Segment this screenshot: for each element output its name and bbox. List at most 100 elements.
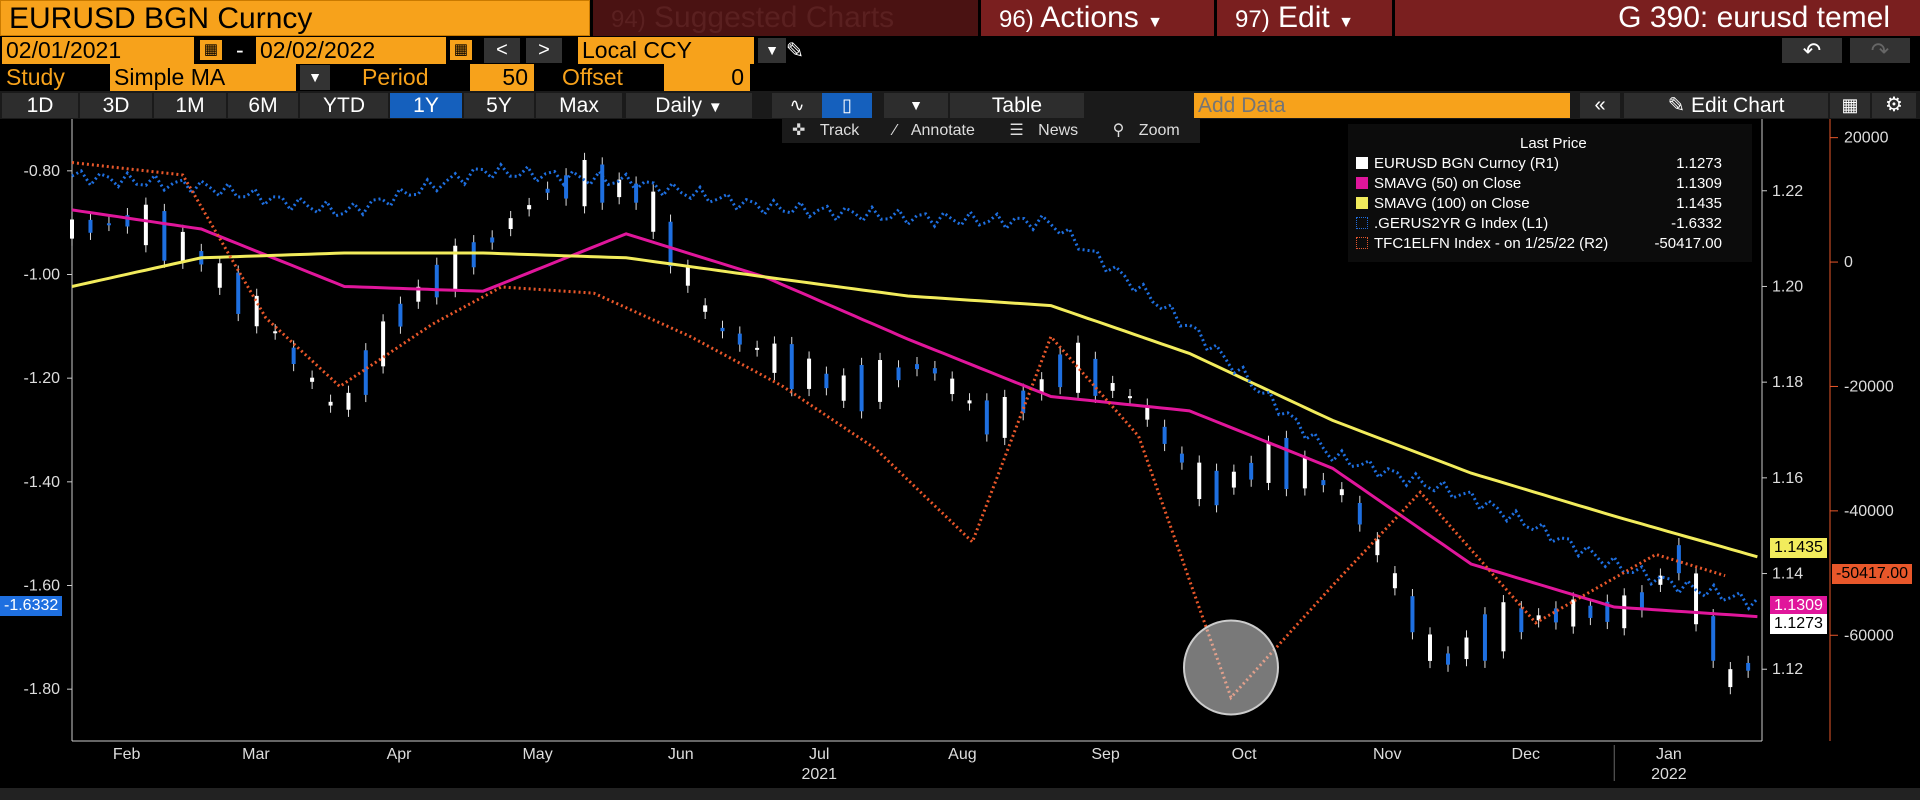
candle-body [1588,605,1593,618]
legend-item[interactable]: SMAVG (100) on Close 1.1435 [1356,194,1752,214]
chevron-down-icon[interactable]: ▼ [884,93,948,118]
swatch-icon [1356,237,1368,249]
period-input[interactable]: 50 [470,64,534,91]
candle-body [453,245,458,291]
candle-body [1746,662,1751,671]
candle-body [1302,457,1307,489]
suggested-charts-menu[interactable]: 94) Suggested Charts [590,0,978,36]
swatch-icon [1356,157,1368,169]
security-field[interactable]: EURUSD BGN Curncy [0,0,590,36]
collapse-icon[interactable]: « [1580,93,1620,118]
swatch-icon [1356,217,1368,229]
candle-body [434,264,439,298]
month-label: Sep [1091,746,1120,763]
legend-item[interactable]: EURUSD BGN Curncy (R1) 1.1273 [1356,154,1752,174]
candle-body [1694,573,1699,625]
legend-value: 1.1435 [1676,195,1722,212]
candle-body [1410,596,1415,633]
gear-icon[interactable]: ⚙ [1872,93,1916,118]
sma100-tag: 1.1435 [1770,538,1827,558]
candle-body [582,159,587,207]
tab-3d[interactable]: 3D [80,93,152,118]
legend-value: 1.1273 [1676,155,1722,172]
candle-body [1127,396,1132,399]
candle-body [878,360,883,402]
candle-body [291,347,296,365]
tab-1y[interactable]: 1Y [390,93,462,118]
table-button[interactable]: Table [950,93,1084,118]
month-label: Oct [1232,746,1257,763]
candlestick-icon[interactable]: ▯ [822,93,872,118]
study-select[interactable]: Simple MA [110,64,296,91]
news-tool[interactable]: ☰ News [1009,122,1079,139]
line-chart-icon[interactable]: ∿ [772,93,822,118]
start-date-field[interactable]: 02/01/2021 [2,37,194,64]
calendar-icon[interactable]: ▦ [200,40,222,60]
prev-period-button[interactable]: < [484,38,520,63]
range-tabs-bar: 1D 3D 1M 6M YTD 1Y 5Y Max Daily ▼ ∿ ▯ ▼ … [0,91,1920,119]
legend-item[interactable]: TFC1ELFN Index - on 1/25/22 (R2) -50417.0… [1356,234,1752,254]
candle-body [1501,602,1506,652]
candle-body [545,188,550,193]
add-data-input[interactable] [1194,93,1570,118]
tab-ytd[interactable]: YTD [300,93,388,118]
undo-icon[interactable]: ↶ [1782,38,1842,63]
month-label: Jul [809,746,829,763]
month-label: Feb [113,746,141,763]
annotate-tool[interactable]: ∕ Annotate [893,122,975,139]
month-label: Nov [1373,746,1401,763]
month-label: Jan [1656,746,1682,763]
candle-body [471,242,476,268]
candle-body [490,237,495,243]
calendar-icon[interactable]: ▦ [450,40,472,60]
left-tick-label: -1.20 [24,370,61,387]
redo-icon[interactable]: ↷ [1850,38,1910,63]
candle-body [1676,545,1681,574]
candle-body [273,331,278,334]
zoom-tool[interactable]: ⚲ Zoom [1112,122,1180,139]
left-tick-label: -1.80 [24,681,61,698]
left-tick-label: -0.80 [24,163,61,180]
tab-6m[interactable]: 6M [228,93,298,118]
status-bar [0,788,1920,800]
tab-max[interactable]: Max [536,93,622,118]
candle-body [125,215,130,227]
track-tool[interactable]: ✜ Track [792,122,860,139]
left-tick-label: -1.60 [24,578,61,595]
currency-select[interactable]: Local CCY [578,37,754,64]
caret-down-icon: ▼ [707,99,723,116]
actions-menu[interactable]: 96) Actions ▼ [978,0,1214,36]
legend-item[interactable]: .GERUS2YR G Index (L1) -1.6332 [1356,214,1752,234]
r2-tick-label: 20000 [1844,130,1889,147]
candle-body [932,368,937,374]
edit-menu[interactable]: 97) Edit ▼ [1214,0,1392,36]
candle-body [1446,653,1451,665]
r2-tick-label: -60000 [1844,627,1894,644]
next-period-button[interactable]: > [526,38,562,63]
candle-body [1058,354,1063,388]
edit-chart-button[interactable]: ✎ Edit Chart [1624,93,1828,118]
chevron-down-icon[interactable]: ▼ [758,38,786,63]
legend-name: EURUSD BGN Curncy (R1) [1374,155,1560,172]
offset-input[interactable]: 0 [664,64,750,91]
chevron-down-icon[interactable]: ▼ [300,65,330,90]
legend-name: SMAVG (50) on Close [1374,175,1522,192]
tab-5y[interactable]: 5Y [464,93,534,118]
month-label: Dec [1512,746,1540,763]
pencil-icon: ✎ [1667,94,1686,117]
candle-body [143,204,148,246]
candle-body [106,223,111,226]
tab-1m[interactable]: 1M [154,93,226,118]
candle-body [1375,539,1380,556]
frequency-select[interactable]: Daily ▼ [626,93,752,118]
candle-body [1021,390,1026,414]
caret-down-icon: ▼ [1147,14,1163,31]
offset-label: Offset [562,64,623,90]
pen-icon[interactable]: ✎ [785,38,805,63]
end-date-field[interactable]: 02/02/2022 [256,37,446,64]
price-chart[interactable]: -0.80 -1.00 -1.20 -1.40 -1.60 -1.80 1.22 1.20 1.… [0,119,1920,788]
chart-settings-icon[interactable]: ▦ [1830,93,1870,118]
legend-item[interactable]: SMAVG (50) on Close 1.1309 [1356,174,1752,194]
candle-body [88,219,93,233]
tab-1d[interactable]: 1D [2,93,78,118]
